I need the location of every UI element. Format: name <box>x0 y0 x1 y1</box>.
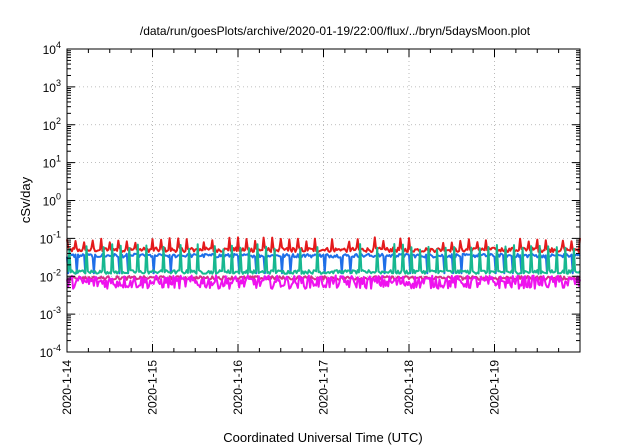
series-line <box>66 274 581 290</box>
series-line <box>66 243 581 275</box>
x-tick-label: 2020-1-15 <box>146 360 160 415</box>
x-tick-label: 2020-1-17 <box>317 360 331 415</box>
series-line <box>66 275 581 281</box>
grid <box>67 49 580 352</box>
axis-ticks: 104 103 102 101 100 10-1 10-2 10-3 10-42020-1-14… <box>40 40 580 415</box>
series-line <box>66 252 581 275</box>
y-tick-label: 10-2 <box>40 267 61 284</box>
x-axis-label: Coordinated Universal Time (UTC) <box>223 430 422 445</box>
y-tick-label: 100 <box>43 192 61 209</box>
x-tick-label: 2020-1-18 <box>402 360 416 415</box>
y-axis-label: cSv/day <box>18 176 33 223</box>
y-tick-label: 10-4 <box>40 343 61 360</box>
chart-title: /data/run/goesPlots/archive/2020-01-19/2… <box>140 24 531 38</box>
y-tick-label: 102 <box>43 116 61 133</box>
y-tick-label: 104 <box>43 40 61 57</box>
series-line <box>66 236 581 253</box>
y-tick-label: 103 <box>43 78 61 95</box>
x-tick-label: 2020-1-19 <box>488 360 502 415</box>
series-layer <box>66 236 581 290</box>
y-tick-label: 10-3 <box>40 305 61 322</box>
x-tick-label: 2020-1-16 <box>231 360 245 415</box>
y-tick-label: 10-1 <box>40 229 61 246</box>
x-tick-label: 2020-1-14 <box>60 360 74 415</box>
y-tick-label: 101 <box>43 154 61 171</box>
